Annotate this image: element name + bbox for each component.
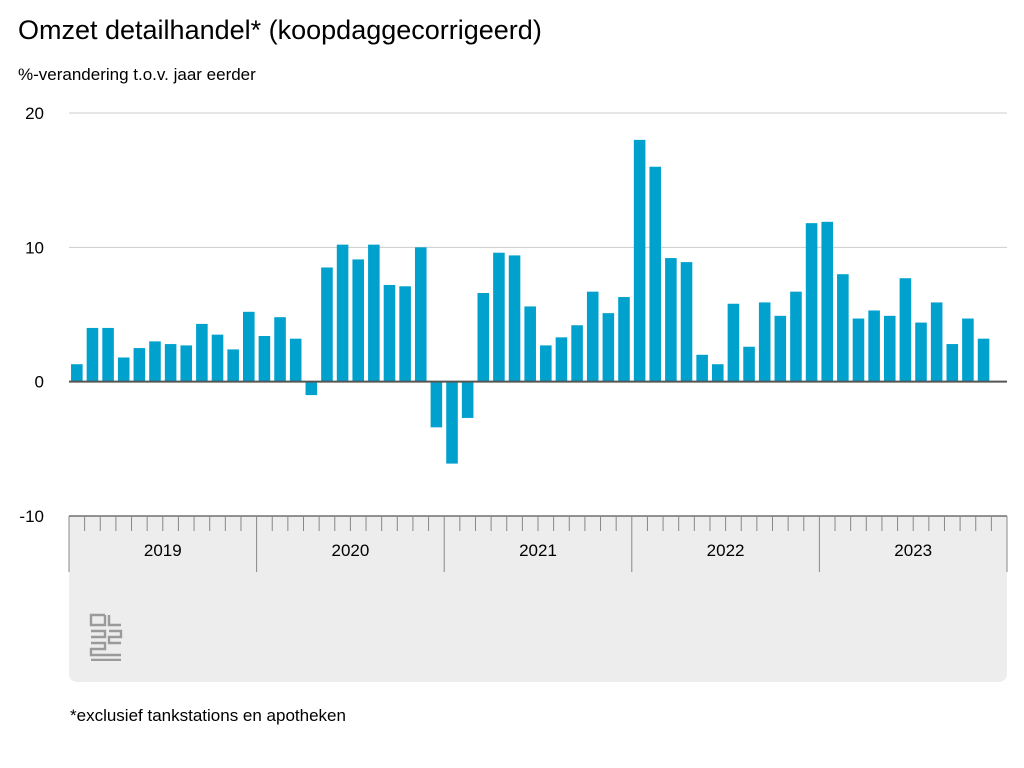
bar bbox=[336, 244, 349, 382]
bar bbox=[305, 381, 318, 396]
bar bbox=[133, 348, 146, 382]
bar bbox=[852, 318, 865, 382]
bar bbox=[180, 345, 193, 382]
bar bbox=[555, 337, 568, 382]
year-label: 2020 bbox=[331, 541, 369, 560]
bar bbox=[680, 262, 693, 382]
bar bbox=[368, 244, 380, 382]
bar bbox=[962, 318, 974, 382]
bar bbox=[211, 334, 224, 382]
bar bbox=[805, 223, 818, 382]
bar bbox=[274, 317, 286, 382]
bar bbox=[227, 349, 239, 382]
bar bbox=[774, 315, 787, 382]
year-label: 2021 bbox=[519, 541, 557, 560]
bar bbox=[383, 284, 396, 382]
chart-title: Omzet detailhandel* (koopdaggecorrigeerd… bbox=[18, 15, 542, 45]
bar bbox=[977, 338, 990, 382]
bar bbox=[446, 381, 458, 464]
bar bbox=[399, 286, 411, 382]
x-axis-panel bbox=[69, 516, 1007, 682]
bar bbox=[883, 315, 896, 382]
bar bbox=[946, 344, 959, 382]
bar bbox=[790, 291, 802, 382]
year-label: 2022 bbox=[707, 541, 745, 560]
bar bbox=[86, 327, 99, 382]
bar bbox=[837, 274, 849, 382]
bar bbox=[696, 354, 708, 382]
bar bbox=[102, 327, 114, 382]
bar bbox=[711, 364, 724, 382]
bar bbox=[821, 221, 834, 382]
year-label: 2019 bbox=[144, 541, 182, 560]
bar bbox=[71, 364, 83, 382]
bar bbox=[743, 346, 755, 382]
bar bbox=[602, 313, 615, 382]
bar bbox=[524, 306, 536, 382]
bar bbox=[352, 259, 365, 382]
bar bbox=[586, 291, 599, 382]
bar bbox=[915, 322, 927, 382]
bar bbox=[289, 338, 302, 382]
bar bbox=[242, 311, 255, 382]
bar bbox=[414, 247, 427, 382]
y-tick-label: 10 bbox=[25, 238, 44, 257]
cbs-logo-icon bbox=[89, 613, 123, 661]
bar bbox=[321, 267, 333, 382]
bar bbox=[461, 381, 474, 418]
y-tick-label: 20 bbox=[25, 104, 44, 123]
bar bbox=[164, 344, 177, 382]
bar bbox=[633, 139, 646, 382]
bar bbox=[540, 345, 552, 382]
bar bbox=[508, 255, 521, 382]
bar bbox=[899, 278, 912, 382]
bar bbox=[930, 302, 943, 382]
bar bbox=[430, 381, 443, 428]
year-label: 2023 bbox=[894, 541, 932, 560]
y-tick-label: 0 bbox=[35, 373, 44, 392]
bar bbox=[477, 293, 490, 382]
bar bbox=[649, 166, 662, 382]
bar bbox=[196, 323, 208, 382]
bar bbox=[665, 258, 677, 382]
bar bbox=[149, 341, 161, 382]
y-tick-label: -10 bbox=[19, 507, 44, 526]
y-axis-label: %-verandering t.o.v. jaar eerder bbox=[18, 65, 256, 84]
bar bbox=[727, 303, 740, 382]
bar bbox=[493, 252, 505, 382]
bar bbox=[758, 302, 771, 382]
footnote: *exclusief tankstations en apotheken bbox=[70, 706, 346, 725]
bar bbox=[868, 310, 880, 382]
bar bbox=[117, 357, 130, 382]
bar bbox=[571, 325, 583, 382]
bar bbox=[258, 335, 271, 382]
bar bbox=[618, 297, 630, 382]
